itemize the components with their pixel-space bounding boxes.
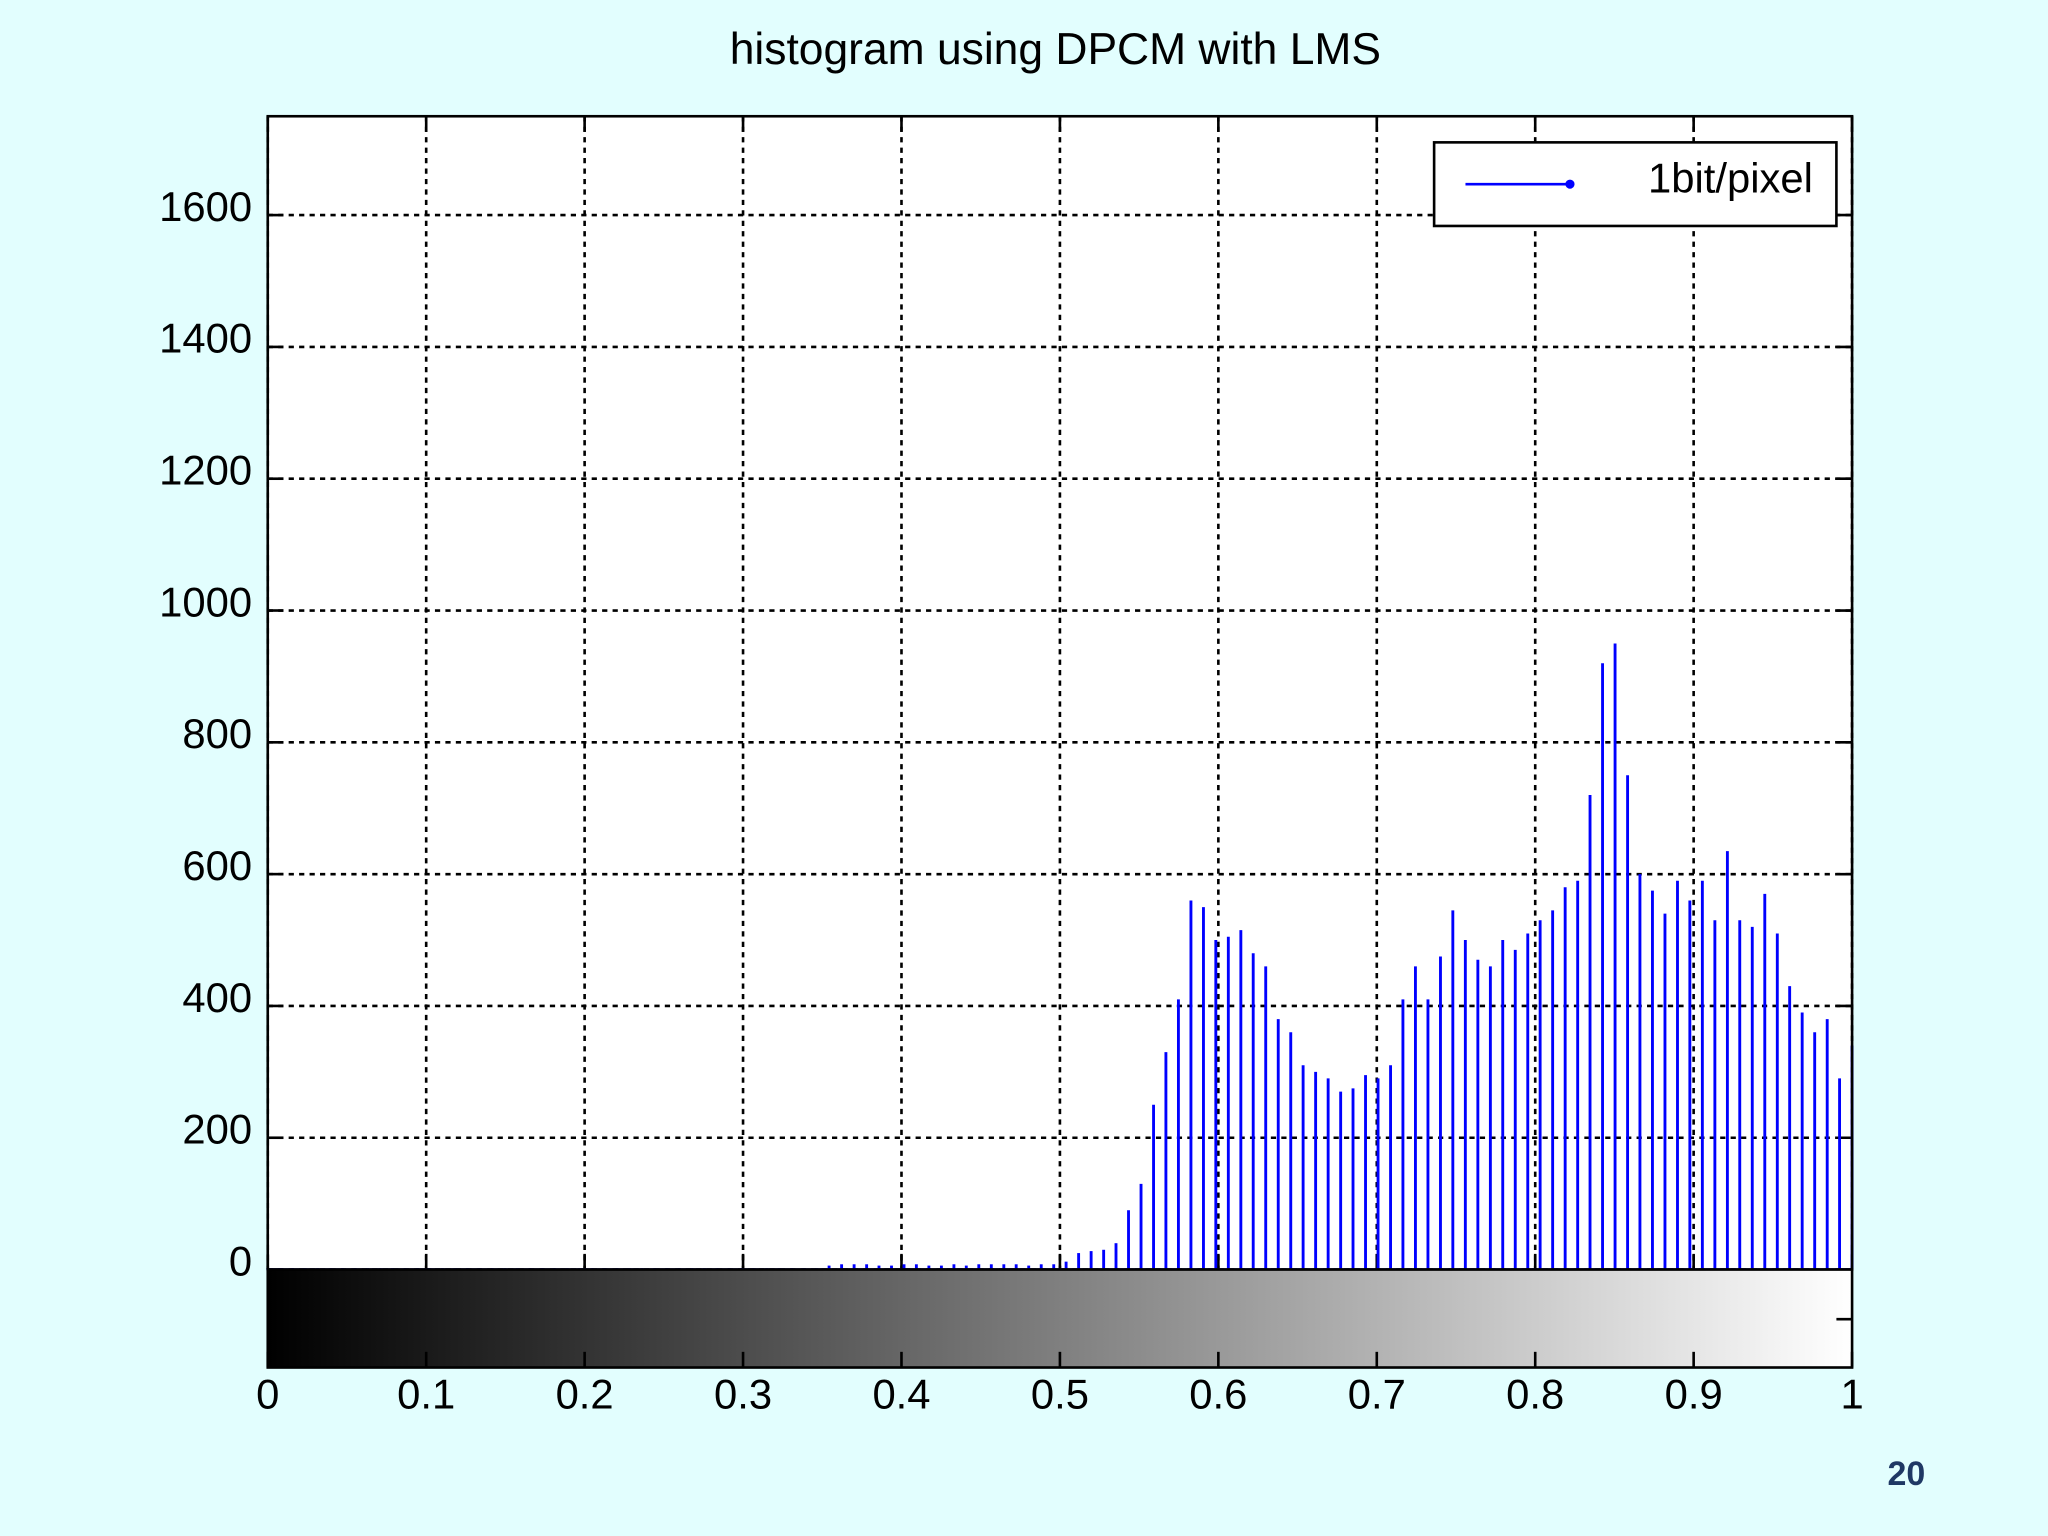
x-tick-label: 0.7 <box>1348 1371 1406 1418</box>
legend: 1bit/pixel <box>1432 141 1838 228</box>
x-tick-label: 0.6 <box>1189 1371 1247 1418</box>
x-tick-label: 0.4 <box>872 1371 930 1418</box>
chart: 0 200 400 600 800 1000 1200 1400 1600 1bit/pixel <box>159 114 1854 1284</box>
y-tick-label: 800 <box>182 710 252 757</box>
y-tick-label: 1000 <box>159 578 252 625</box>
x-tick-label: 0.8 <box>1506 1371 1564 1418</box>
legend-label: 1bit/pixel <box>1648 155 1813 202</box>
y-tick-label: 1400 <box>159 315 252 362</box>
y-tick-label: 200 <box>182 1106 252 1153</box>
y-tick-label: 1200 <box>159 447 252 494</box>
chart-title: histogram using DPCM with LMS <box>730 25 1381 74</box>
x-tick-label: 0.5 <box>1031 1371 1089 1418</box>
x-tick-label: 0.2 <box>556 1371 614 1418</box>
x-tick-label: 1 <box>1840 1371 1863 1418</box>
page-number: 20 <box>1887 1455 1925 1493</box>
x-tick-label: 0 <box>256 1371 279 1418</box>
y-tick-label: 1600 <box>159 183 252 230</box>
x-tick-label: 0.1 <box>397 1371 455 1418</box>
x-tick-label: 0.3 <box>714 1371 772 1418</box>
y-tick-label: 600 <box>182 842 252 889</box>
y-tick-label: 400 <box>182 974 252 1021</box>
x-tick-label: 0.9 <box>1665 1371 1723 1418</box>
y-tick-label: 0 <box>229 1237 252 1284</box>
legend-marker <box>1565 179 1575 189</box>
